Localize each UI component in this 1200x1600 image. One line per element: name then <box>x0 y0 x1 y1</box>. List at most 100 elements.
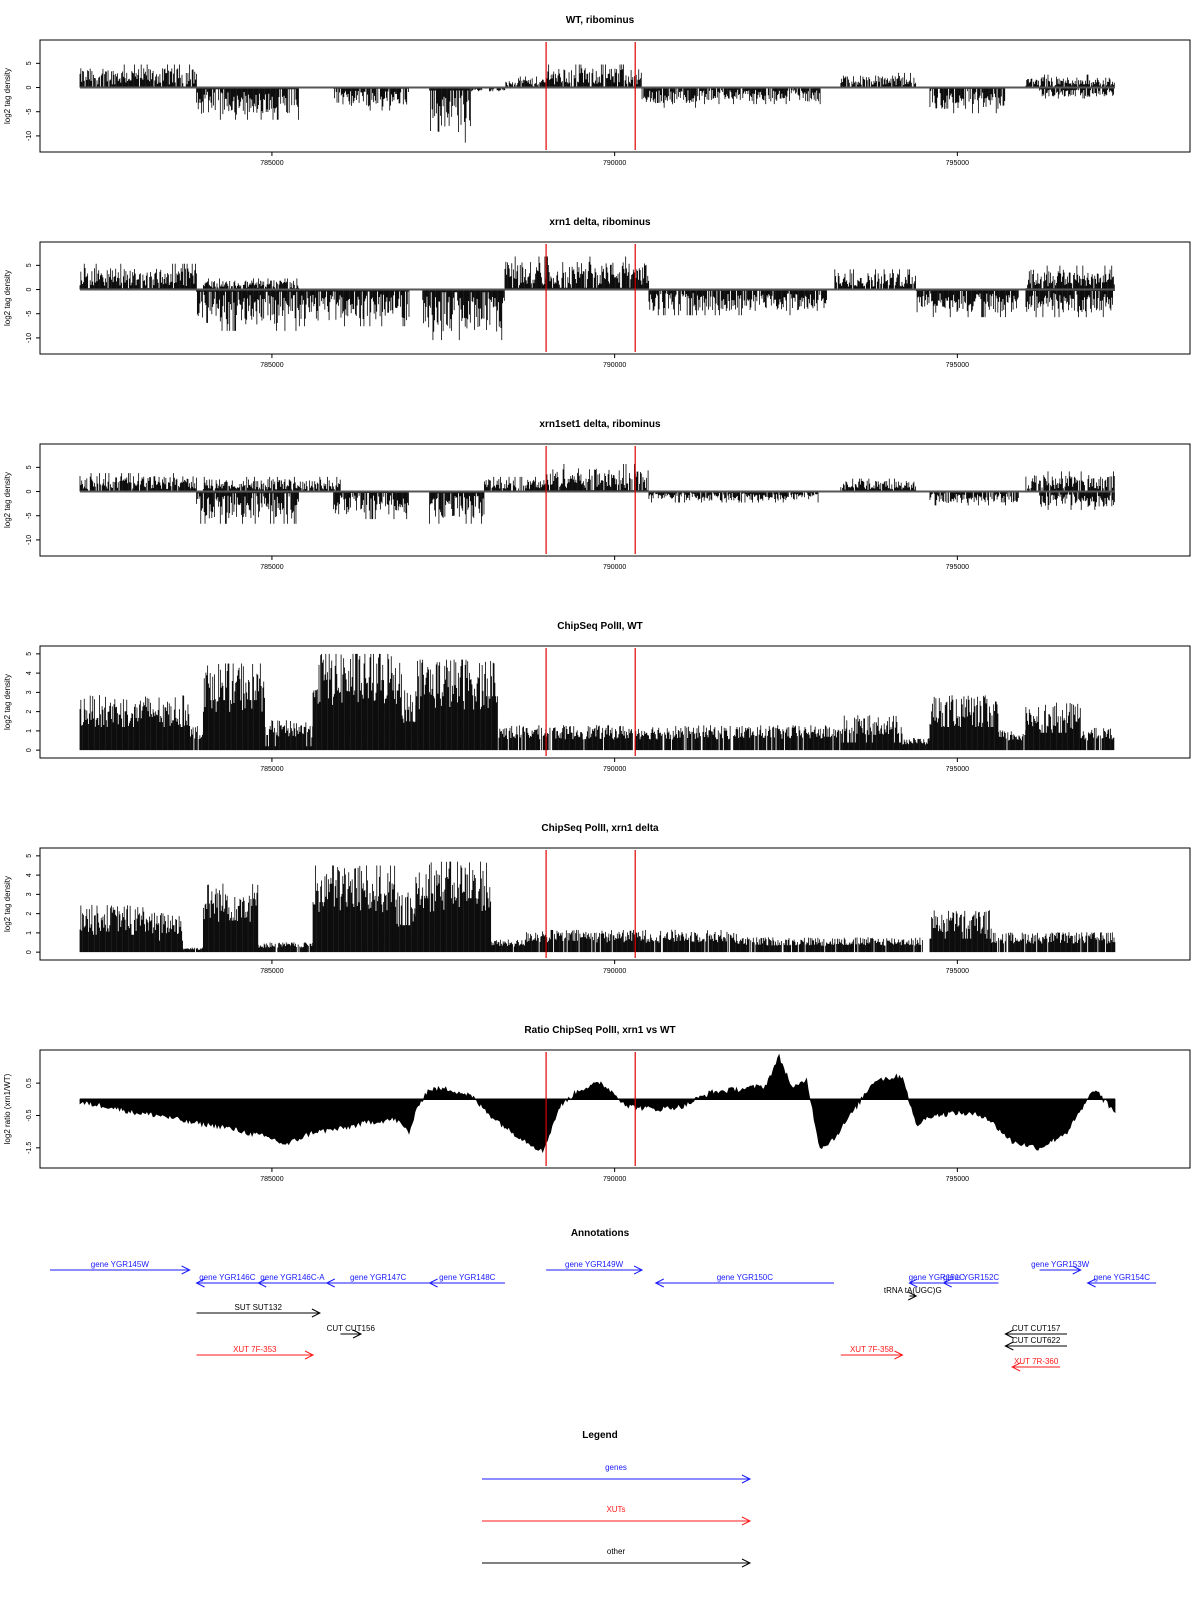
annotation-arrow: CUT CUT157 <box>1004 1324 1068 1339</box>
y-axis-label: log2 ratio (xrn1/WT) <box>3 1073 12 1144</box>
ratio-area <box>79 1053 1116 1154</box>
annotation-arrow: tRNA tA(UGC)G <box>884 1286 942 1301</box>
annotation-label: gene YGR149W <box>565 1260 624 1269</box>
y-tick-label: 1 <box>26 931 33 935</box>
panel-title: Ratio ChipSeq PolII, xrn1 vs WT <box>524 1025 675 1036</box>
annotation-arrow: gene YGR146C <box>195 1273 259 1288</box>
y-axis-label: log2 tag density <box>3 472 12 528</box>
annotations-title: Annotations <box>571 1228 630 1239</box>
x-tick-label: 790000 <box>603 564 626 571</box>
y-tick-label: 1 <box>26 729 33 733</box>
annotation-arrow: CUT CUT622 <box>1004 1336 1068 1351</box>
annotation-label: CUT CUT157 <box>1012 1324 1061 1333</box>
legend-arrow: XUTs <box>482 1505 752 1526</box>
y-tick-labels: 0 1 2 3 4 5 <box>26 652 33 752</box>
y-tick-label: 3 <box>26 892 33 896</box>
annotation-arrow: gene YGR145W <box>50 1260 191 1275</box>
y-tick-label: 0 <box>26 489 33 493</box>
x-tick-label: 795000 <box>946 564 969 571</box>
annotation-label: XUT 7R-360 <box>1014 1357 1059 1366</box>
x-tick-labels: 785000 790000 795000 <box>260 766 969 773</box>
panel-wt-ribominus: WT, ribominus log2 tag density 5 0 -5 -1… <box>3 15 1191 167</box>
y-tick-label: 2 <box>26 710 33 714</box>
y-tick-label: 5 <box>26 652 33 656</box>
y-tick-label: 0 <box>26 950 33 954</box>
x-tick-label: 785000 <box>260 1176 283 1183</box>
annotation-arrow: XUT 7F-353 <box>196 1345 315 1360</box>
x-tick-label: 785000 <box>260 160 283 167</box>
y-tick-label: 3 <box>26 690 33 694</box>
y-axis-label: log2 tag density <box>3 674 12 730</box>
signal-path <box>79 64 1115 143</box>
panel-title: xrn1set1 delta, ribominus <box>539 419 661 430</box>
y-tick-label: 0 <box>26 287 33 291</box>
y-tick-label: -10 <box>26 333 33 343</box>
annotation-label: gene YGR154C <box>1094 1273 1151 1282</box>
legend-title: Legend <box>582 1430 618 1441</box>
panel-title: ChipSeq PolII, WT <box>557 621 643 632</box>
x-tick-labels: 785000 790000 795000 <box>260 564 969 571</box>
y-tick-labels: 0.5 -0.5 -1.5 <box>26 1078 33 1154</box>
panel-chipseq-xrn1: ChipSeq PolII, xrn1 delta log2 tag densi… <box>3 823 1191 975</box>
panel-chipseq-ratio: Ratio ChipSeq PolII, xrn1 vs WT log2 rat… <box>3 1025 1191 1183</box>
annotation-arrow: CUT CUT156 <box>327 1324 376 1339</box>
x-tick-label: 785000 <box>260 564 283 571</box>
annotation-arrow: gene YGR150C <box>654 1273 834 1288</box>
x-tick-label: 795000 <box>946 160 969 167</box>
panel-title: WT, ribominus <box>566 15 635 26</box>
annotation-features: gene YGR145W gene YGR146C gene YGR146C-A ge… <box>50 1260 1157 1372</box>
annotation-arrow: gene YGR146C-A <box>257 1273 327 1288</box>
annotation-label: XUT 7F-358 <box>850 1345 894 1354</box>
x-tick-label: 790000 <box>603 362 626 369</box>
signal-bars <box>79 653 1115 751</box>
y-tick-label: -0.5 <box>26 1109 33 1121</box>
x-tick-label: 795000 <box>946 968 969 975</box>
x-tick-label: 790000 <box>603 766 626 773</box>
y-tick-label: -10 <box>26 535 33 545</box>
annotation-label: CUT CUT156 <box>327 1324 376 1333</box>
legend-arrow: other <box>482 1547 752 1568</box>
y-axis-label: log2 tag density <box>3 876 12 932</box>
annotation-label: SUT SUT132 <box>234 1303 282 1312</box>
annotation-label: gene YGR146C-A <box>260 1273 325 1282</box>
y-tick-label: 5 <box>26 61 33 65</box>
annotation-arrow: SUT SUT132 <box>196 1303 322 1318</box>
annotation-label: gene YGR151C <box>909 1273 966 1282</box>
signal-bars <box>79 861 1116 953</box>
y-tick-labels: 5 0 -5 -10 <box>26 263 33 343</box>
y-tick-label: -5 <box>26 311 33 317</box>
y-tick-label: 0.5 <box>26 1078 33 1088</box>
annotation-arrow: gene YGR154C <box>1086 1273 1157 1288</box>
annotation-label: gene YGR146C <box>199 1273 256 1282</box>
y-tick-label: -10 <box>26 131 33 141</box>
legend-label: genes <box>605 1463 627 1472</box>
y-tick-label: 0 <box>26 748 33 752</box>
annotation-arrow: XUT 7R-360 <box>1011 1357 1061 1372</box>
x-tick-labels: 785000 790000 795000 <box>260 1176 969 1183</box>
annotation-arrow: gene YGR153W <box>1031 1260 1090 1275</box>
y-tick-label: 4 <box>26 671 33 675</box>
x-tick-label: 785000 <box>260 362 283 369</box>
legend-label: XUTs <box>606 1505 625 1514</box>
x-tick-label: 790000 <box>603 968 626 975</box>
y-tick-label: 5 <box>26 465 33 469</box>
y-tick-labels: 5 0 -5 -10 <box>26 61 33 141</box>
annotation-label: CUT CUT622 <box>1012 1336 1061 1345</box>
x-tick-label: 795000 <box>946 766 969 773</box>
panel-title: ChipSeq PolII, xrn1 delta <box>541 823 659 834</box>
annotation-label: gene YGR153W <box>1031 1260 1090 1269</box>
annotation-label: XUT 7F-353 <box>233 1345 277 1354</box>
x-tick-label: 790000 <box>603 1176 626 1183</box>
annotation-arrow: gene YGR147C <box>325 1273 430 1288</box>
signal-path <box>79 463 1115 524</box>
legend: Legend genes XUTs other <box>482 1430 752 1568</box>
y-tick-label: 4 <box>26 873 33 877</box>
y-tick-labels: 0 1 2 3 4 5 <box>26 854 33 954</box>
annotation-label: gene YGR147C <box>350 1273 407 1282</box>
y-tick-label: 5 <box>26 854 33 858</box>
annotation-label: gene YGR152C <box>943 1273 1000 1282</box>
plot-frame <box>39 39 1191 153</box>
annotation-arrow: gene YGR148C <box>428 1273 505 1288</box>
